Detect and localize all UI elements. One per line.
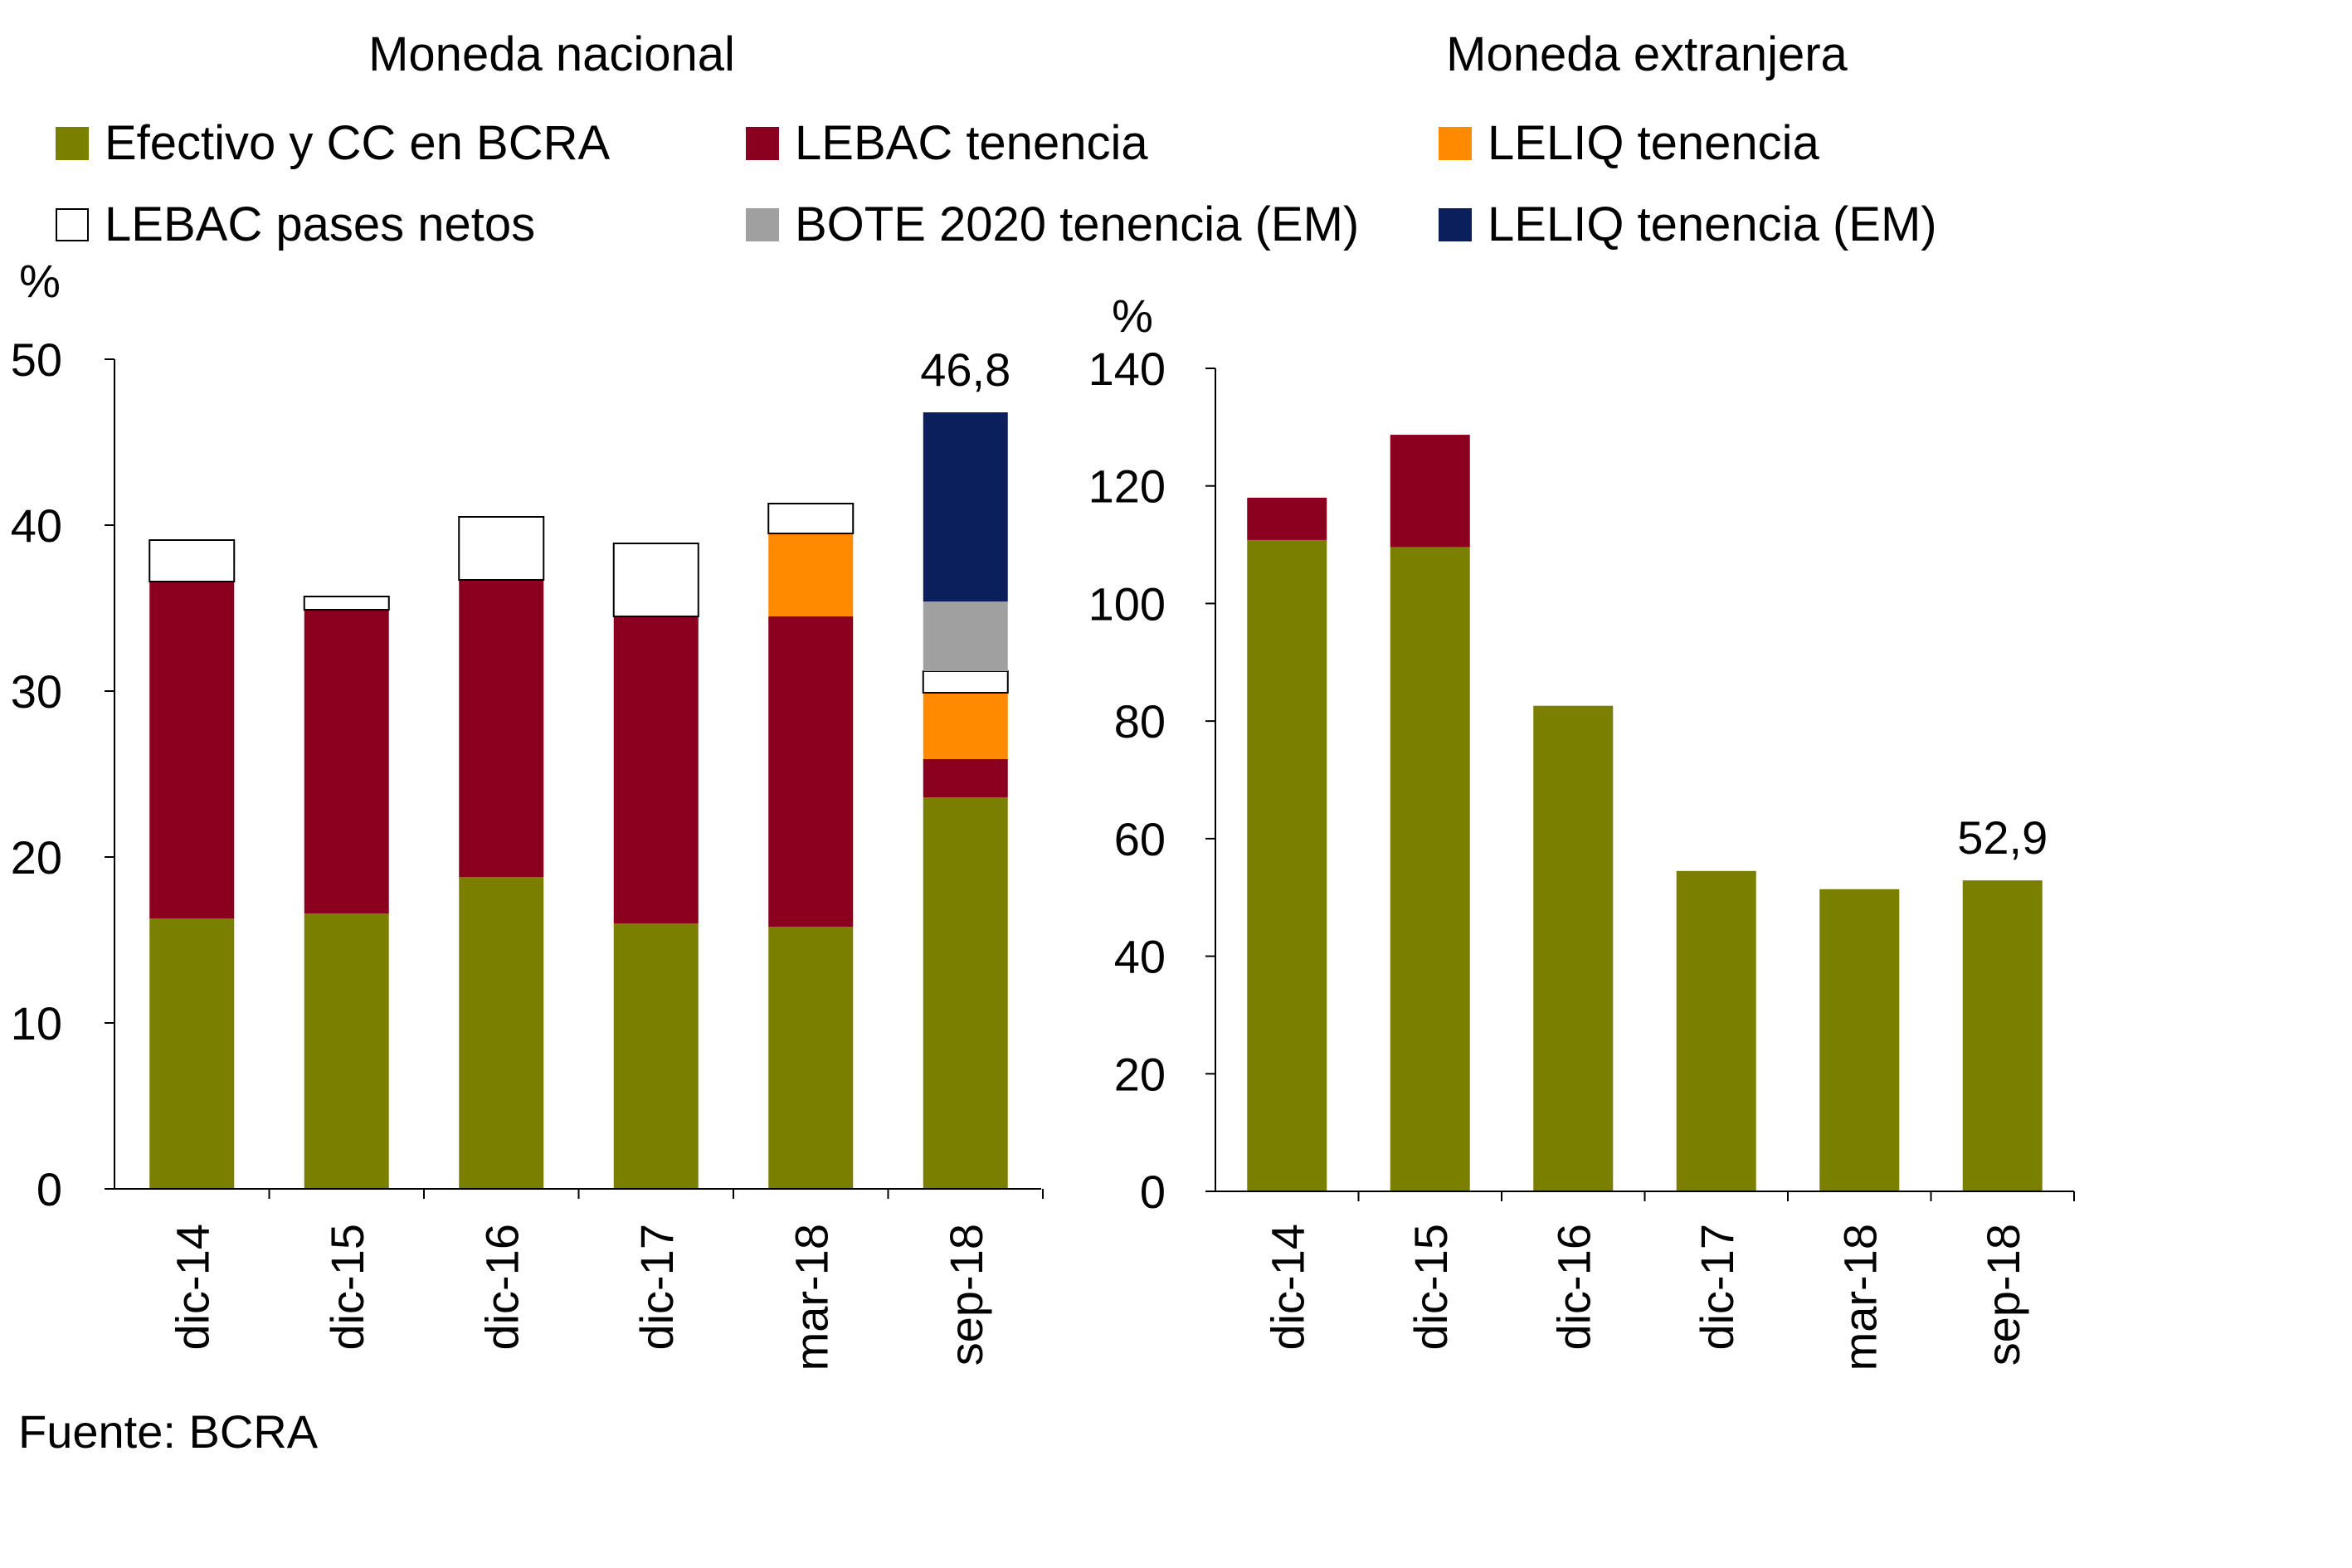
bar-efectivo-dic-15 — [304, 913, 389, 1189]
x-tick-label: mar-18 — [1833, 1224, 1886, 1371]
legend-swatch-lebac — [746, 127, 779, 160]
y-tick-label: 120 — [1088, 460, 1166, 513]
bar-efectivo-dic-14 — [1247, 539, 1327, 1191]
y-axis-unit: % — [19, 255, 61, 307]
x-tick-label: sep-18 — [1977, 1224, 2029, 1366]
legend-label-leliq: LELIQ tenencia — [1488, 116, 1820, 170]
y-tick-label: 80 — [1114, 695, 1166, 747]
x-tick-label: dic-16 — [1547, 1224, 1600, 1351]
legend-swatch-leliq_em — [1439, 208, 1472, 241]
y-tick-label: 140 — [1088, 343, 1166, 395]
bar-lebac-mar-18 — [768, 616, 854, 927]
y-tick-label: 30 — [11, 665, 62, 718]
bar-pases-mar-18 — [767, 503, 855, 534]
bar-lebac-dic-15 — [1390, 435, 1470, 548]
chart-title-extranjera: Moneda extranjera — [1446, 27, 1848, 81]
x-tick-label: mar-18 — [785, 1224, 837, 1371]
bar-pases-sep-18 — [922, 670, 1009, 694]
x-tick-label: dic-17 — [631, 1224, 683, 1351]
legend-swatch-leliq — [1439, 127, 1472, 160]
legend-swatch-bote — [746, 208, 779, 241]
y-axis-unit: % — [1112, 290, 1153, 342]
bar-lebac-dic-16 — [459, 580, 544, 877]
x-tick-label: dic-15 — [1405, 1224, 1457, 1351]
legend-label-leliq_em: LELIQ tenencia (EM) — [1488, 197, 1937, 251]
bar-efectivo-dic-14 — [149, 918, 235, 1189]
bar-lebac-sep-18 — [923, 759, 1008, 797]
legend-label-pases: LEBAC pases netos — [105, 197, 535, 251]
y-tick-label: 40 — [1114, 931, 1166, 983]
legend-swatch-efectivo — [56, 127, 89, 160]
bar-pases-dic-14 — [149, 539, 236, 582]
legend-label-efectivo: Efectivo y CC en BCRA — [105, 116, 611, 170]
bar-leliq-mar-18 — [768, 533, 854, 616]
y-tick-label: 0 — [37, 1163, 62, 1215]
bar-lebac-dic-17 — [613, 616, 699, 923]
y-tick-label: 10 — [11, 997, 62, 1049]
x-tick-label: sep-18 — [940, 1224, 992, 1366]
bar-lebac-dic-14 — [1247, 497, 1327, 540]
y-tick-label: 20 — [11, 831, 62, 884]
bar-pases-dic-16 — [458, 516, 545, 581]
bar-efectivo-mar-18 — [768, 927, 854, 1189]
bar-efectivo-mar-18 — [1819, 889, 1900, 1191]
x-tick-label: dic-14 — [1261, 1224, 1313, 1351]
y-tick-label: 0 — [1140, 1166, 1166, 1218]
y-tick-label: 100 — [1088, 577, 1166, 630]
y-tick-label: 60 — [1114, 813, 1166, 865]
x-tick-label: dic-14 — [166, 1224, 218, 1351]
bar-pases-dic-15 — [303, 596, 390, 611]
panel-moneda-nacional: % 0 10 20 30 40 50 dic-14 dic-15 dic-16 dic-17 mar-… — [11, 255, 1044, 1371]
bar-efectivo-sep-18 — [923, 797, 1008, 1189]
data-label-total: 46,8 — [920, 343, 1010, 396]
x-tick-label: dic-15 — [321, 1224, 373, 1351]
bar-efectivo-dic-16 — [1533, 705, 1614, 1191]
chart-title-nacional: Moneda nacional — [368, 27, 735, 81]
bar-lebac-dic-15 — [304, 610, 389, 913]
legend-swatch-pases — [56, 208, 89, 241]
panel-moneda-extranjera: % 0 20 40 60 80 100 120 140 dic-14 dic-15 dic-16 dic… — [1088, 290, 2075, 1371]
source-note: Fuente: BCRA — [18, 1405, 319, 1458]
y-tick-label: 40 — [11, 499, 62, 552]
legend-label-bote: BOTE 2020 tenencia (EM) — [795, 197, 1359, 251]
x-tick-label: dic-17 — [1691, 1224, 1743, 1351]
bar-lebac-dic-14 — [149, 582, 235, 918]
data-label-total: 52,9 — [1957, 811, 2048, 864]
bar-bote-sep-18 — [923, 601, 1008, 671]
bar-efectivo-dic-17 — [613, 923, 699, 1189]
legend-label-lebac: LEBAC tenencia — [795, 116, 1148, 170]
bar-efectivo-dic-17 — [1676, 870, 1756, 1191]
bar-leliq-sep-18 — [923, 693, 1008, 759]
y-tick-label: 20 — [1114, 1048, 1166, 1100]
bar-leliq_em-sep-18 — [923, 412, 1008, 601]
bar-efectivo-dic-15 — [1390, 547, 1470, 1191]
bar-efectivo-sep-18 — [1962, 880, 2043, 1191]
y-tick-label: 50 — [11, 334, 62, 386]
bar-efectivo-dic-16 — [459, 877, 544, 1189]
legend: Efectivo y CC en BCRA LEBAC tenencia LELIQ… — [56, 116, 1937, 251]
bar-pases-dic-17 — [612, 543, 699, 617]
x-tick-label: dic-16 — [475, 1224, 528, 1351]
